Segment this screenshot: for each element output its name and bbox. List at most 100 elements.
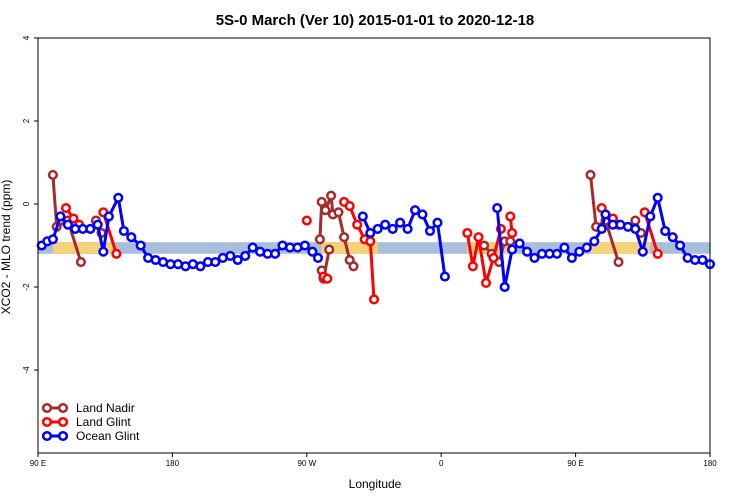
- point-ocean-glint-2-23: [660, 225, 671, 237]
- x-tick-label-0: 90 E: [30, 459, 46, 468]
- point-land-glint-4-4: [365, 236, 376, 247]
- point-ocean-glint-0-13: [126, 232, 137, 243]
- point-land-nadir-5-0: [585, 169, 596, 180]
- point-land-glint-5-3: [480, 277, 492, 288]
- point-ocean-glint-0-32: [270, 248, 281, 259]
- point-ocean-glint-0-26: [225, 250, 236, 261]
- point-land-nadir-4-4: [505, 236, 516, 247]
- point-land-glint-5-1: [467, 261, 478, 272]
- y-tick-label-4: 4: [22, 35, 31, 40]
- point-land-nadir-2-2: [320, 205, 331, 216]
- x-tick-label-1: 180: [166, 459, 180, 468]
- point-ocean-glint-0-27: [232, 254, 243, 266]
- point-ocean-glint-0-22: [195, 261, 206, 272]
- point-ocean-glint-0-24: [210, 257, 221, 268]
- point-land-glint-1-1: [111, 248, 122, 259]
- point-land-glint-4-2: [352, 219, 363, 230]
- y-axis-label: XCO2 - MLO trend (ppm): [0, 180, 13, 315]
- point-ocean-glint-2-21: [645, 211, 656, 222]
- point-ocean-glint-2-10: [566, 252, 577, 263]
- point-ocean-glint-2-8: [551, 248, 562, 259]
- point-land-nadir-5-3: [613, 257, 624, 268]
- point-ocean-glint-1-4: [387, 223, 398, 234]
- point-ocean-glint-2-4: [522, 246, 533, 257]
- point-land-glint-6-1: [507, 227, 518, 239]
- point-land-glint-5-4: [488, 252, 499, 263]
- point-ocean-glint-0-2: [47, 234, 58, 245]
- legend-marker-ocean-glint: [41, 430, 53, 442]
- point-ocean-glint-2-9: [559, 242, 570, 253]
- point-ocean-glint-0-14: [135, 240, 146, 251]
- point-ocean-glint-2-13: [589, 236, 600, 247]
- point-ocean-glint-1-11: [439, 271, 450, 282]
- point-ocean-glint-1-6: [402, 223, 413, 234]
- point-ocean-glint-2-24: [667, 232, 678, 243]
- legend-label-land-glint: Land Glint: [76, 415, 131, 429]
- point-land-nadir-0-3: [75, 257, 86, 268]
- legend-marker-ocean-glint-end: [57, 430, 69, 442]
- point-ocean-glint-1-9: [424, 225, 436, 237]
- x-tick-label-2: 90 W: [297, 459, 316, 468]
- y-tick-label-0: -4: [22, 366, 31, 374]
- point-ocean-glint-1-7: [410, 205, 421, 216]
- reference-band-highlight-3: [590, 242, 651, 254]
- point-land-nadir-2-0: [314, 234, 325, 245]
- point-land-glint-6-0: [505, 211, 516, 222]
- legend-marker-land-nadir: [41, 402, 53, 414]
- point-ocean-glint-1-10: [432, 217, 443, 228]
- point-land-glint-5-2: [473, 232, 484, 243]
- y-tick-label-1: -2: [22, 283, 31, 291]
- point-ocean-glint-0-8: [92, 219, 103, 230]
- legend-entry-ocean-glint: Ocean Glint: [41, 429, 140, 443]
- plot-frame: [37, 37, 711, 454]
- point-land-glint-0-0: [60, 203, 72, 214]
- point-ocean-glint-2-3: [514, 238, 525, 249]
- point-ocean-glint-2-28: [697, 254, 708, 266]
- chart-title: 5S-0 March (Ver 10) 2015-01-01 to 2020-1…: [216, 12, 535, 29]
- point-ocean-glint-1-1: [365, 227, 376, 239]
- x-tick-label-5: 180: [703, 459, 717, 468]
- point-ocean-glint-2-19: [630, 223, 641, 234]
- reference-band-highlight-0: [52, 242, 113, 254]
- point-ocean-glint-1-0: [357, 211, 368, 222]
- point-ocean-glint-2-15: [600, 209, 611, 220]
- plot-area: 90 E 180 90 W 0 90 E 180 -4 -2 0 2 4: [22, 35, 717, 468]
- point-ocean-glint-1-2: [372, 223, 383, 234]
- point-land-nadir-2-3: [326, 190, 337, 201]
- point-ocean-glint-0-37: [307, 246, 318, 257]
- point-land-nadir-6-0: [630, 215, 641, 226]
- point-land-glint-4-5: [368, 294, 380, 305]
- point-land-nadir-2-5: [333, 207, 344, 218]
- point-ocean-glint-0-28: [240, 250, 251, 261]
- x-tick-label-4: 90 E: [567, 459, 583, 468]
- point-land-nadir-3-2: [324, 244, 335, 255]
- point-ocean-glint-1-5: [395, 217, 406, 228]
- x-tick-label-3: 0: [439, 459, 444, 468]
- legend-marker-land-glint: [41, 416, 53, 428]
- y-tick-label-3: 2: [22, 118, 31, 123]
- reference-band-highlight-1: [321, 242, 378, 254]
- point-ocean-glint-1-8: [417, 209, 428, 220]
- point-ocean-glint-0-7: [85, 223, 96, 234]
- point-ocean-glint-2-22: [652, 192, 663, 203]
- point-ocean-glint-2-20: [637, 246, 648, 257]
- point-ocean-glint-2-11: [574, 246, 585, 257]
- legend-label-ocean-glint: Ocean Glint: [76, 429, 140, 443]
- point-ocean-glint-2-5: [529, 252, 540, 263]
- y-tick-label-2: 0: [22, 201, 31, 206]
- point-ocean-glint-2-14: [596, 223, 607, 234]
- point-ocean-glint-0-3: [55, 211, 66, 222]
- point-ocean-glint-1-3: [380, 219, 391, 230]
- point-land-glint-2-0: [301, 215, 312, 226]
- point-ocean-glint-2-2: [507, 244, 518, 255]
- point-land-glint-8-1: [652, 248, 663, 259]
- point-ocean-glint-0-29: [247, 242, 258, 253]
- legend: Land Nadir Land Glint Ocean Glint: [41, 401, 140, 443]
- point-ocean-glint-2-12: [581, 242, 592, 253]
- point-land-glint-0-1: [68, 213, 79, 224]
- point-land-nadir-0-0: [47, 169, 58, 180]
- series-line-land-nadir-5: [589, 174, 620, 263]
- point-ocean-glint-2-0: [492, 203, 503, 214]
- point-land-nadir-2-8: [348, 261, 359, 272]
